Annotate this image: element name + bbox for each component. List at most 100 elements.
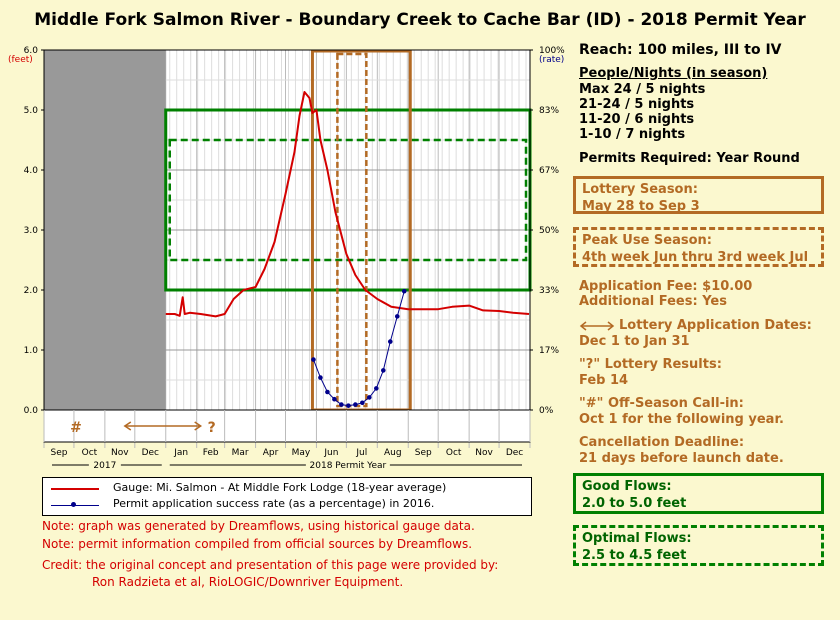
application-dates-arrow-right-head <box>194 421 203 431</box>
reach-text: Reach: 100 miles, III to IV <box>579 42 782 58</box>
left-axis-unit: (feet) <box>8 55 33 65</box>
y-tick-label-left: 4.0 <box>24 166 39 176</box>
gauge-series-line <box>165 91 530 318</box>
y-tick-label-left: 5.0 <box>24 106 39 116</box>
y-tick-label-left: 6.0 <box>24 46 39 56</box>
optimal-flows-box: Optimal Flows: 2.5 to 4.5 feet <box>573 525 824 566</box>
application-dates-label-row: Lottery Application Dates: <box>579 318 812 333</box>
right-axis-unit: (rate) <box>539 55 564 65</box>
legend-gauge-label: Gauge: Mi. Salmon - At Middle Fork Lodge… <box>113 481 447 494</box>
additional-fees: Additional Fees: Yes <box>579 294 727 309</box>
application-fee: Application Fee: $10.00 <box>579 279 753 294</box>
y-tick-label-left: 2.0 <box>24 286 39 296</box>
x-tick-label-month: Jun <box>323 448 338 458</box>
y-tick-label-right: 0% <box>539 406 554 416</box>
note-2: Note: permit information compiled from o… <box>42 537 473 551</box>
x-tick-label-month: Oct <box>82 448 98 458</box>
people-line-4: 1-10 / 7 nights <box>579 127 686 142</box>
y-tick-label-left: 1.0 <box>24 346 39 356</box>
lottery-season-label: Lottery Season: <box>582 182 698 197</box>
permit-point <box>311 357 316 362</box>
x-tick-label-month: Jan <box>173 448 188 458</box>
x-tick-label-month: Nov <box>475 448 493 458</box>
year-label-2017: 2017 <box>93 461 116 471</box>
x-tick-label-month: Oct <box>446 448 462 458</box>
lottery-season-box: Lottery Season: May 28 to Sep 3 <box>573 176 824 214</box>
cancellation-value: 21 days before launch date. <box>579 451 784 466</box>
x-tick-label-month: Apr <box>263 448 279 458</box>
peak-use-label: Peak Use Season: <box>582 233 712 248</box>
peak-use-box: Peak Use Season: 4th week Jun thru 3rd w… <box>573 227 824 267</box>
y-tick-label-right: 67% <box>539 166 559 176</box>
credit-1: Credit: the original concept and present… <box>42 558 499 572</box>
legend-item-gauge: Gauge: Mi. Salmon - At Middle Fork Lodge… <box>43 481 531 496</box>
lottery-results-label: "?" Lottery Results: <box>579 357 722 372</box>
good-flows-box: Good Flows: 2.0 to 5.0 feet <box>573 473 824 514</box>
peak-use-value: 4th week Jun thru 3rd week Jul <box>582 250 809 265</box>
permit-point <box>346 403 351 408</box>
x-tick-label-month: Feb <box>203 448 219 458</box>
chart: # ? 0.0 1.0 2.0 3.0 4.0 5.0 6.0 0% 17% 33% 50% 67% 83%… <box>8 46 565 471</box>
y-tick-label-left: 3.0 <box>24 226 39 236</box>
double-arrow-icon <box>579 320 615 331</box>
y-tick-label-right: 50% <box>539 226 559 236</box>
y-tick-label-right: 83% <box>539 106 559 116</box>
permit-point <box>381 368 386 373</box>
permit-point <box>339 402 344 407</box>
lottery-season-value: May 28 to Sep 3 <box>582 199 700 214</box>
permit-point <box>353 402 358 407</box>
peak-use-band <box>336 52 368 408</box>
permit-point <box>394 314 400 319</box>
legend-item-permit: Permit application success rate (as a pe… <box>43 497 531 512</box>
cancellation-label: Cancellation Deadline: <box>579 435 745 450</box>
x-tick-label-month: Dec <box>142 448 159 458</box>
optimal-flows-label: Optimal Flows: <box>582 531 692 546</box>
legend-permit-dot <box>71 502 76 507</box>
x-tick-label-month: Mar <box>232 448 249 458</box>
lottery-results-marker: ? <box>208 420 216 436</box>
legend-gauge-line <box>51 488 99 490</box>
permit-point <box>401 288 407 294</box>
permit-point <box>332 396 337 402</box>
permit-point <box>325 389 330 395</box>
offseason-value: Oct 1 for the following year. <box>579 412 784 427</box>
y-tick-label-right: 33% <box>539 286 559 296</box>
permit-point <box>374 386 379 391</box>
people-line-1: Max 24 / 5 nights <box>579 82 706 97</box>
good-flows-label: Good Flows: <box>582 479 672 494</box>
y-tick-label-right: 17% <box>539 346 559 356</box>
x-tick-label-month: Dec <box>506 448 523 458</box>
offseason-label: "#" Off-Season Call-in: <box>579 396 744 411</box>
x-tick-label-month: Aug <box>384 448 402 458</box>
people-title: People/Nights (in season) <box>579 66 768 81</box>
x-tick-label-month: May <box>292 448 311 458</box>
people-line-3: 11-20 / 6 nights <box>579 112 695 127</box>
legend-permit-label: Permit application success rate (as a pe… <box>113 497 435 510</box>
note-1: Note: graph was generated by Dreamflows,… <box>42 519 475 533</box>
chart-legend: Gauge: Mi. Salmon - At Middle Fork Lodge… <box>42 477 532 516</box>
year-label-2018: 2018 Permit Year <box>310 461 387 471</box>
application-dates-arrow-left-head <box>123 421 132 431</box>
credit-2: Ron Radzieta et al, RioLOGIC/Downriver E… <box>92 575 404 589</box>
offseason-callin-marker: # <box>70 420 82 436</box>
permits-required: Permits Required: Year Round <box>579 151 800 166</box>
permit-point <box>387 339 393 344</box>
x-tick-label-month: Nov <box>111 448 129 458</box>
good-flows-value: 2.0 to 5.0 feet <box>582 496 687 511</box>
y-tick-label-right: 100% <box>539 46 565 56</box>
optimal-flows-value: 2.5 to 4.5 feet <box>582 548 687 563</box>
permit-point <box>367 395 372 400</box>
application-dates-label: Lottery Application Dates: <box>619 318 812 333</box>
people-line-2: 21-24 / 5 nights <box>579 97 695 112</box>
shaded-previous-year <box>44 50 166 410</box>
page-title: Middle Fork Salmon River - Boundary Cree… <box>34 10 806 30</box>
application-dates-value: Dec 1 to Jan 31 <box>579 334 690 349</box>
y-tick-label-left: 0.0 <box>24 406 39 416</box>
permit-point <box>318 375 323 380</box>
marker-band <box>43 409 531 443</box>
x-tick-label-month: Sep <box>415 448 432 458</box>
x-tick-label-month: Sep <box>50 448 67 458</box>
permit-point <box>360 400 365 406</box>
lottery-results-value: Feb 14 <box>579 373 629 388</box>
x-tick-label-month: Jul <box>355 448 367 458</box>
